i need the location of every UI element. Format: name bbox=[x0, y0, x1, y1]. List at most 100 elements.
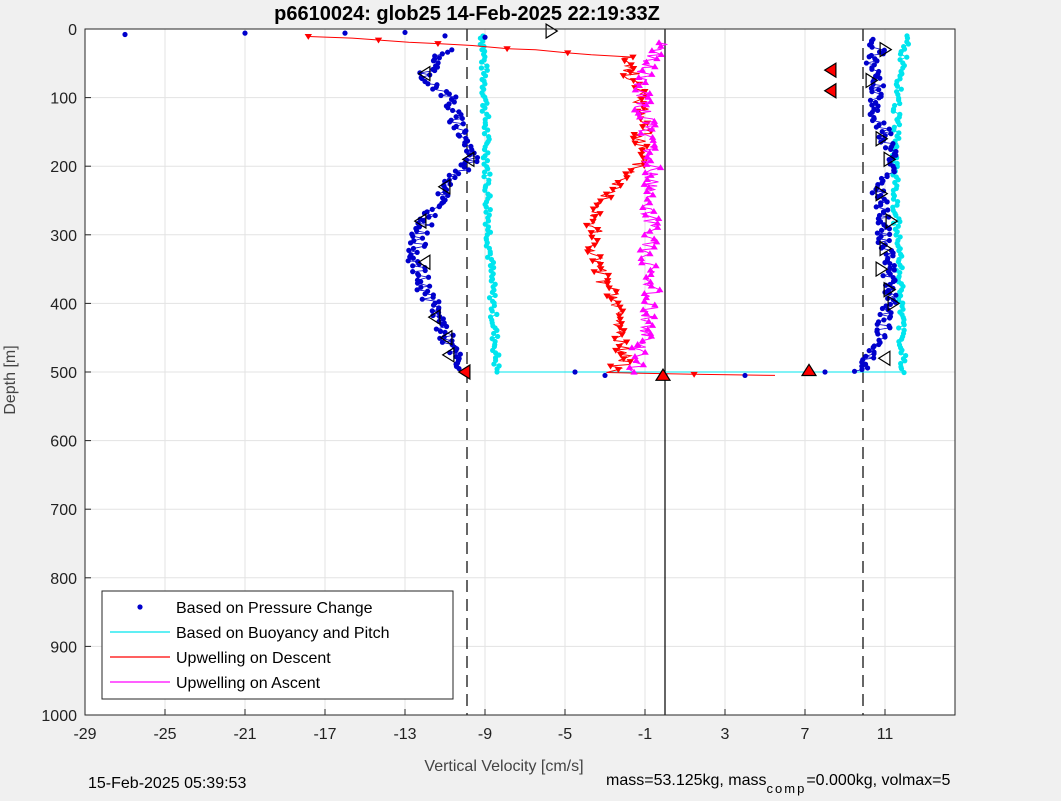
pressure-point bbox=[439, 51, 445, 57]
pressure-point bbox=[415, 272, 422, 278]
pressure-point bbox=[433, 326, 439, 332]
buoyancy-point bbox=[481, 131, 488, 137]
pressure-point bbox=[445, 105, 451, 111]
upwelling-descent-marker bbox=[609, 186, 617, 193]
pressure-point bbox=[442, 33, 448, 39]
pressure-point bbox=[880, 83, 887, 89]
mass-subscript: comp bbox=[766, 781, 807, 796]
upwelling-ascent-marker bbox=[652, 238, 661, 245]
upwelling-ascent-marker bbox=[646, 329, 655, 336]
upwelling-ascent-marker bbox=[643, 160, 651, 167]
upwelling-ascent-marker bbox=[643, 188, 651, 195]
y-tick-label: 400 bbox=[50, 296, 77, 313]
upwelling-ascent-marker bbox=[652, 262, 660, 269]
upwelling-descent-marker bbox=[616, 351, 625, 358]
pressure-point bbox=[429, 308, 435, 314]
buoyancy-point bbox=[481, 146, 488, 153]
pressure-point bbox=[880, 209, 887, 215]
buoyancy-point bbox=[494, 327, 500, 333]
upwelling-descent-marker bbox=[564, 50, 572, 57]
upwelling-ascent-marker bbox=[648, 71, 656, 77]
pressure-point bbox=[877, 75, 883, 81]
buoyancy-point bbox=[481, 169, 488, 175]
pressure-point bbox=[436, 204, 442, 210]
upwelling-descent-marker bbox=[643, 143, 651, 150]
pressure-point bbox=[464, 148, 470, 154]
legend: Based on Pressure Change Based on Buoyanc… bbox=[101, 590, 454, 700]
upwelling-descent-marker bbox=[607, 194, 615, 201]
pressure-point bbox=[426, 214, 432, 220]
pressure-point bbox=[407, 240, 414, 246]
upwelling-descent-marker bbox=[611, 335, 619, 342]
pressure-point bbox=[421, 243, 428, 249]
pressure-point bbox=[429, 222, 435, 228]
upwelling-ascent-marker bbox=[650, 141, 659, 148]
upwelling-ascent-marker bbox=[639, 361, 648, 368]
pressure-point bbox=[871, 355, 877, 361]
pressure-point bbox=[474, 158, 480, 165]
buoyancy-point bbox=[896, 273, 902, 280]
buoyancy-point bbox=[485, 127, 491, 133]
buoyancy-point bbox=[894, 160, 900, 167]
upwelling-descent-marker bbox=[638, 96, 646, 103]
upwelling-ascent-marker bbox=[648, 47, 656, 54]
upwelling-ascent-marker bbox=[650, 208, 658, 214]
pressure-point bbox=[482, 34, 488, 40]
pressure-point bbox=[887, 265, 893, 271]
pressure-point bbox=[874, 327, 880, 333]
x-tick-label: -17 bbox=[313, 726, 336, 743]
pressure-point bbox=[871, 343, 877, 349]
upwelling-descent-marker bbox=[616, 325, 624, 332]
upwelling-descent-marker bbox=[587, 230, 595, 236]
buoyancy-point bbox=[485, 218, 492, 224]
upwelling-ascent-marker bbox=[645, 199, 654, 206]
upwelling-ascent-marker bbox=[637, 129, 645, 136]
pressure-point bbox=[410, 233, 416, 239]
buoyancy-point bbox=[484, 67, 490, 73]
pressure-point bbox=[881, 120, 887, 126]
upwelling-ascent-marker bbox=[636, 246, 644, 253]
buoyancy-point bbox=[904, 54, 910, 60]
buoyancy-point bbox=[896, 130, 902, 136]
buoyancy-point bbox=[491, 330, 497, 337]
pressure-point bbox=[453, 94, 459, 100]
stall-marker-right bbox=[875, 185, 889, 202]
stall-marker-right bbox=[875, 130, 889, 147]
buoyancy-point bbox=[898, 86, 904, 92]
footer-timestamp: 15-Feb-2025 05:39:53 bbox=[88, 775, 247, 792]
upwelling-ascent-marker bbox=[650, 313, 659, 320]
pressure-point bbox=[437, 328, 444, 334]
x-tick-label: -9 bbox=[478, 726, 492, 743]
upwelling-ascent-marker bbox=[631, 353, 639, 360]
pressure-point bbox=[602, 372, 608, 379]
pressure-point bbox=[881, 137, 887, 143]
buoyancy-point bbox=[486, 113, 492, 120]
upwelling-descent-marker bbox=[622, 339, 631, 346]
y-tick-label: 0 bbox=[68, 22, 77, 39]
pressure-point bbox=[890, 141, 896, 147]
pressure-point bbox=[430, 302, 437, 308]
pressure-point bbox=[870, 36, 876, 42]
upwelling-descent-marker bbox=[582, 222, 591, 229]
pressure-point bbox=[122, 31, 128, 38]
pressure-point bbox=[876, 212, 883, 219]
buoyancy-point bbox=[492, 292, 498, 299]
buoyancy-point bbox=[895, 199, 901, 205]
pressure-point bbox=[430, 58, 437, 64]
upwelling-descent-marker bbox=[374, 37, 383, 44]
pressure-point bbox=[851, 368, 858, 374]
stall-marker-right bbox=[885, 212, 899, 230]
pressure-point bbox=[456, 133, 463, 139]
upwelling-ascent-marker bbox=[639, 204, 647, 210]
buoyancy-point bbox=[484, 158, 491, 164]
upwelling-descent-marker bbox=[629, 66, 638, 72]
buoyancy-point bbox=[478, 65, 484, 71]
pressure-point bbox=[893, 148, 899, 155]
pressure-point bbox=[860, 357, 866, 363]
upwelling-ascent-marker bbox=[646, 266, 655, 273]
upwelling-ascent-marker bbox=[653, 55, 661, 62]
buoyancy-point bbox=[898, 360, 904, 367]
upwelling-ascent-marker bbox=[633, 341, 642, 347]
upwelling-descent-marker bbox=[626, 69, 635, 76]
